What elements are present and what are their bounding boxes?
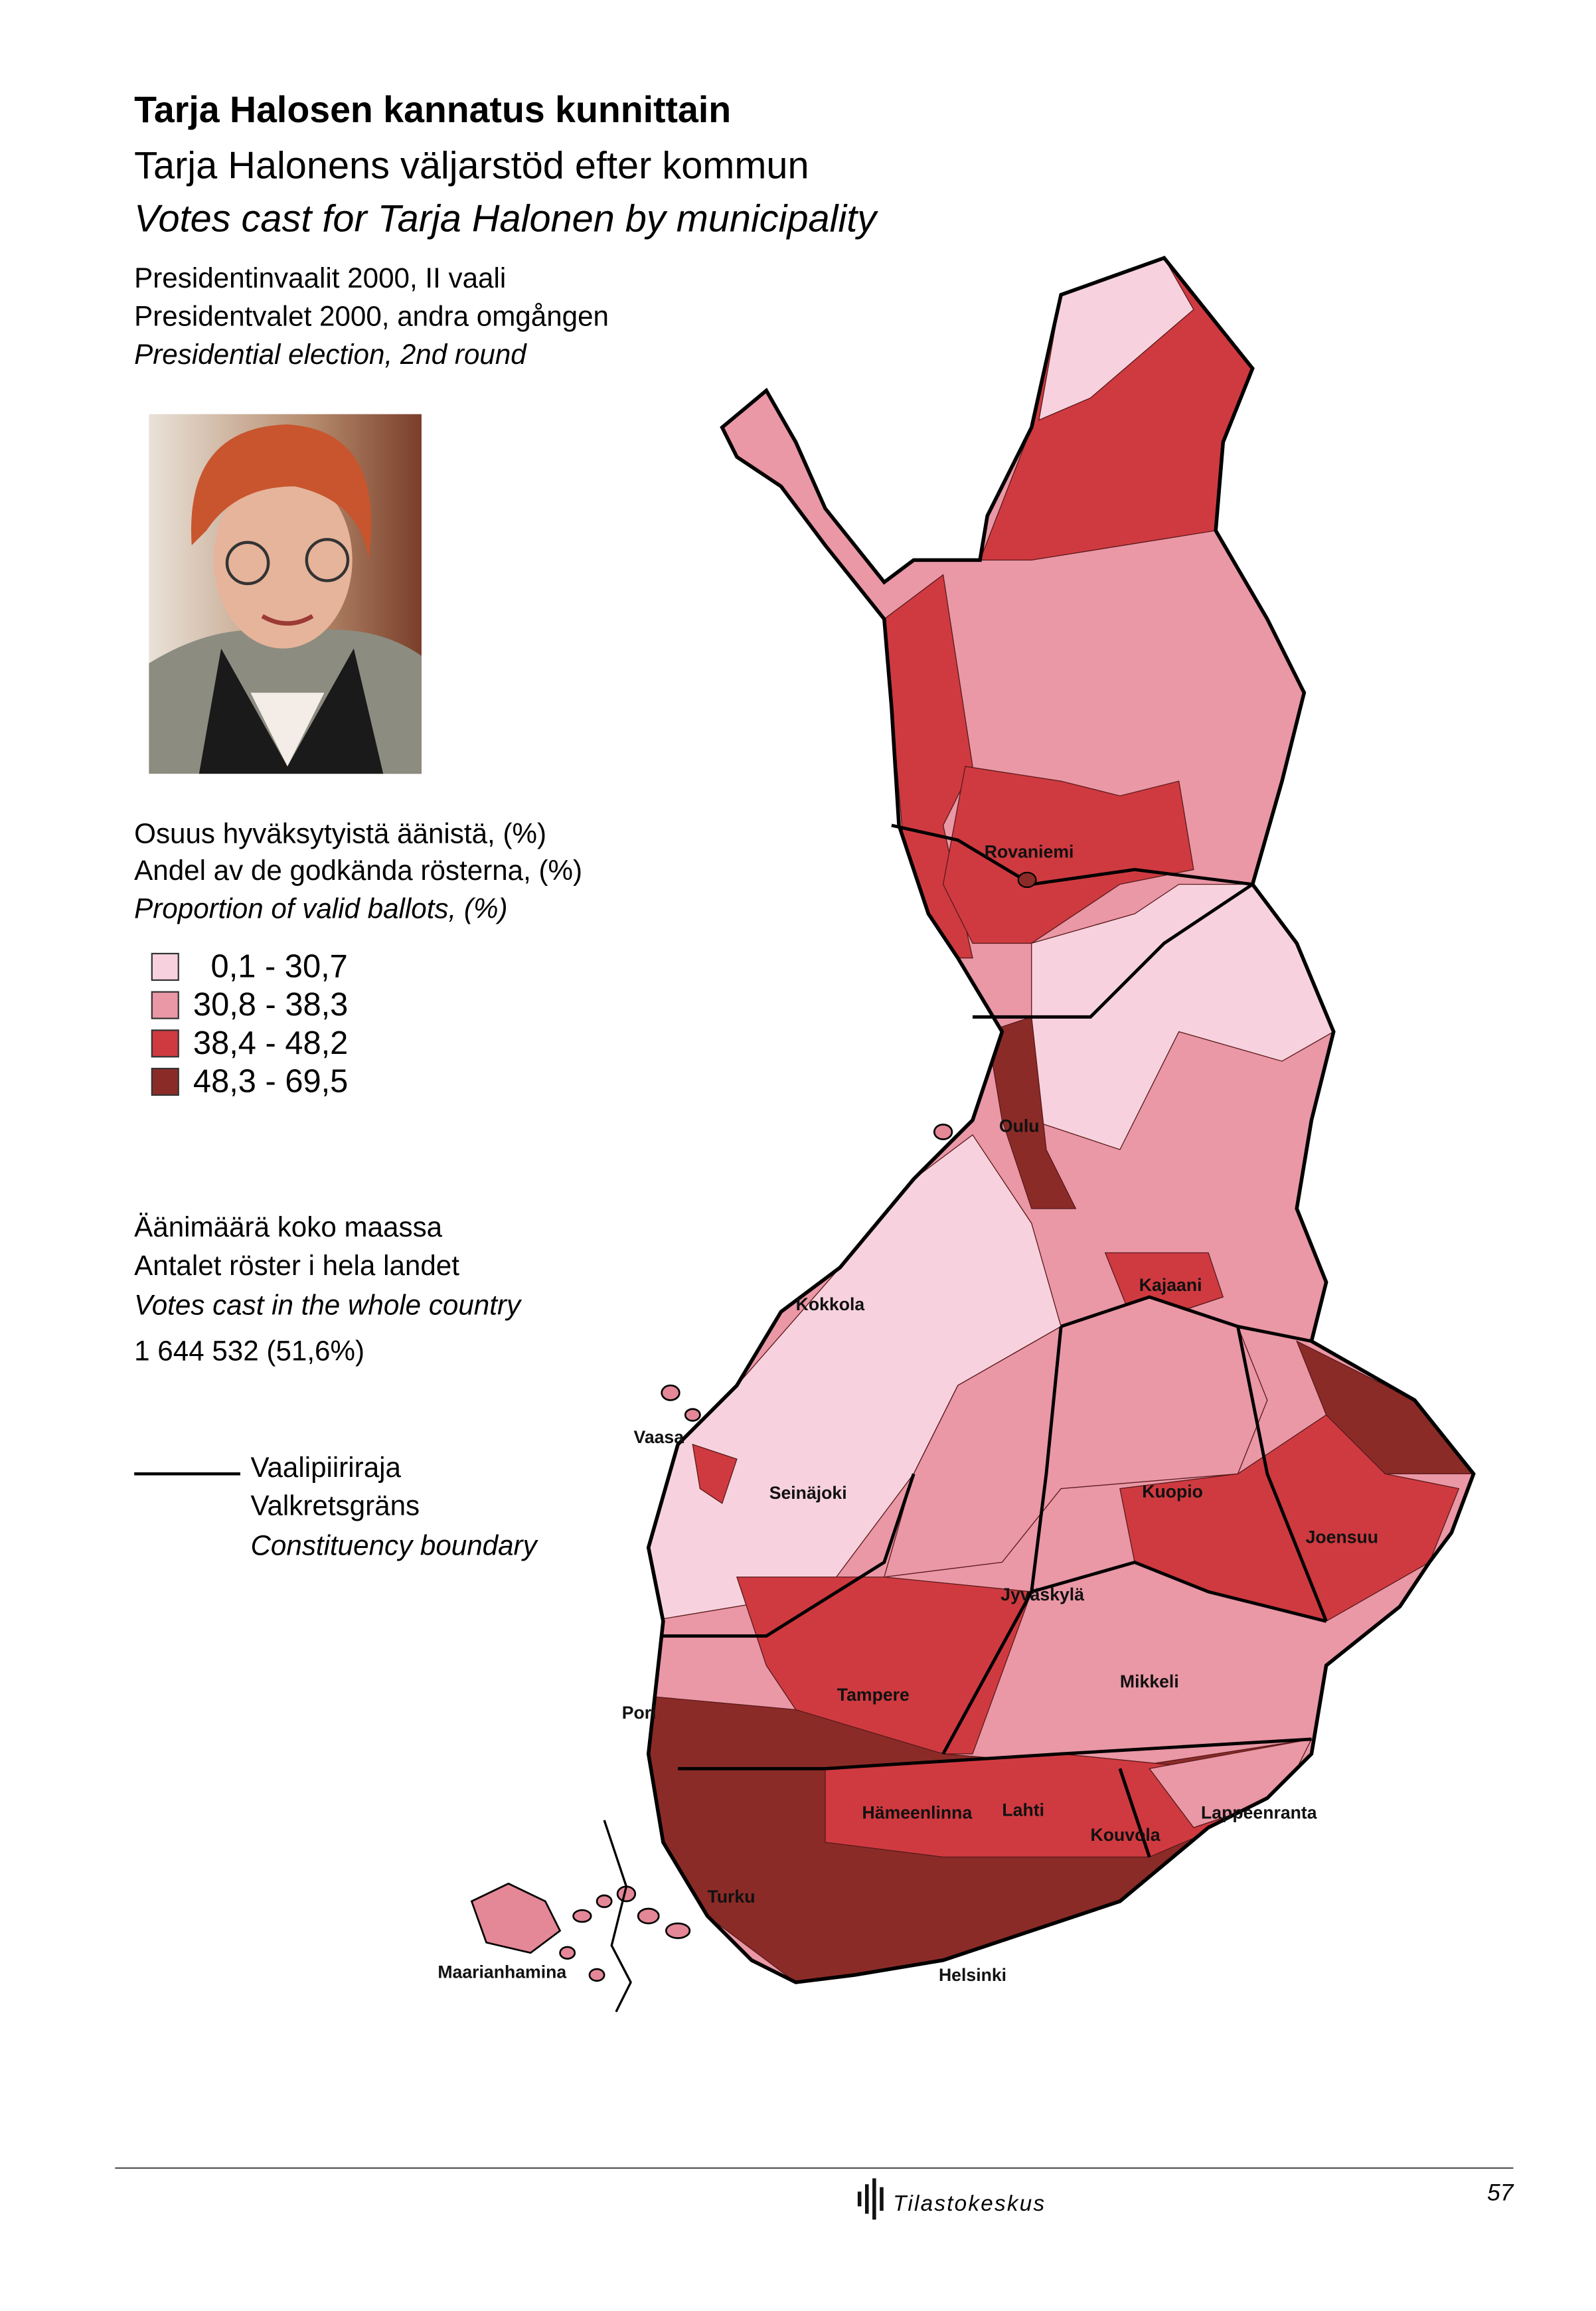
place-labels: Rovaniemi Oulu Kokkola Kajaani Vaasa Seinäjok…: [438, 842, 1378, 1985]
place-label: Seinäjoki: [769, 1483, 847, 1503]
legend-label: 0,1 - 30,7: [211, 948, 348, 984]
subtitle-en: Votes cast for Tarja Halonen by municipa…: [134, 197, 878, 240]
place-label: Kajaani: [1139, 1275, 1202, 1295]
place-label: Tampere: [837, 1685, 910, 1705]
place-label: Oulu: [999, 1116, 1040, 1136]
page-number: 57: [1487, 2180, 1514, 2206]
legend-title: Osuus hyväksytyistä äänistä, (%): [134, 817, 546, 849]
legend-title: Andel av de godkända rösterna, (%): [134, 855, 582, 886]
photo: [149, 414, 422, 774]
election: Presidentvalet 2000, andra omgången: [134, 300, 609, 331]
municipality-group: [942, 766, 1194, 944]
constituency-boundaries: [663, 823, 1328, 1858]
subtitle-sv: Tarja Halonens väljarstöd efter kommun: [134, 145, 809, 187]
place-label: Jyväskylä: [1000, 1584, 1084, 1604]
place-label: Mikkeli: [1120, 1671, 1179, 1691]
legend-label: 38,4 - 48,2: [193, 1025, 348, 1061]
place-label: Vaasa: [634, 1427, 684, 1447]
legend-swatch: [151, 991, 179, 1019]
legend-label: 48,3 - 69,5: [193, 1064, 348, 1100]
municipality-group: [692, 1444, 738, 1504]
election: Presidentinvaalit 2000, II vaali: [134, 262, 506, 294]
total-value: 1 644 532 (51,6%): [134, 1335, 364, 1366]
legend-swatch: [151, 1029, 179, 1058]
legend-label: 30,8 - 38,3: [193, 987, 348, 1023]
place-label: Kouvola: [1091, 1825, 1160, 1845]
legend-title: Proportion of valid ballots, (%): [134, 893, 507, 924]
municipality-group: [883, 1296, 1268, 1578]
place-label: Rovaniemi: [985, 842, 1074, 862]
total-label: Äänimäärä koko maassa: [134, 1211, 442, 1242]
election: Presidential election, 2nd round: [134, 339, 527, 370]
city-marker: [1017, 871, 1037, 889]
place-label: Kokkola: [796, 1294, 865, 1314]
total-label: Antalet röster i hela landet: [134, 1250, 459, 1281]
sea-border: [603, 1820, 632, 2013]
total-label: Votes cast in the whole country: [134, 1290, 522, 1321]
boundary-label: Valkretsgräns: [250, 1490, 420, 1521]
municipality-group: [736, 1577, 1032, 1755]
title: Tarja Halosen kannatus kunnittain: [134, 89, 731, 130]
place-label: Joensuu: [1306, 1527, 1378, 1547]
publisher: Tilastokeskus: [893, 2191, 1046, 2216]
place-label: Turku: [708, 1887, 756, 1907]
islands: [470, 1124, 953, 1982]
place-label: Pori: [622, 1703, 657, 1723]
legend-swatch: [151, 1067, 179, 1096]
place-label: Lappeenranta: [1201, 1803, 1317, 1823]
legend: 0,1 - 30,730,8 - 38,338,4 - 48,248,3 - 6…: [151, 948, 348, 1100]
place-label: Hämeenlinna: [862, 1803, 973, 1823]
place-label: Helsinki: [939, 1965, 1006, 1985]
boundary-label: Vaalipiiriraja: [250, 1452, 401, 1483]
place-label: Lahti: [1002, 1800, 1044, 1820]
publisher-logo: [857, 2178, 884, 2220]
place-label: Maarianhamina: [438, 1962, 566, 1982]
boundary-label: Constituency boundary: [250, 1529, 538, 1561]
place-label: Kuopio: [1142, 1482, 1203, 1501]
legend-swatch: [151, 952, 179, 982]
